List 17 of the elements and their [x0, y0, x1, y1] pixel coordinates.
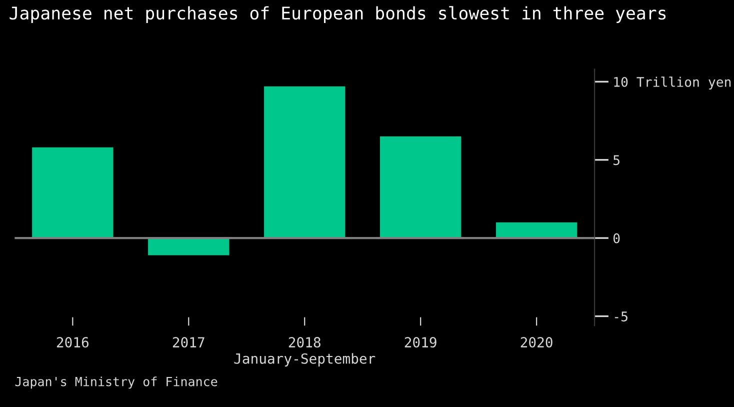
bar — [32, 147, 114, 238]
y-tick-label: 0 — [613, 233, 620, 244]
x-tick-label: 2016 — [56, 337, 88, 348]
chart-title: Japanese net purchases of European bonds slowest in three years — [10, 6, 666, 23]
y-tick-label: -5 — [614, 312, 628, 322]
bar — [264, 86, 346, 238]
x-tick-label: 2018 — [288, 337, 320, 348]
x-tick-label: 2019 — [404, 337, 436, 348]
x-axis-title: January-September — [234, 353, 376, 367]
y-tick-label: 5 — [614, 155, 620, 166]
text: Japan's Ministry of Finance — [15, 376, 218, 389]
bar — [380, 136, 462, 238]
y-tick-label: 10 Trillion yen — [614, 76, 731, 90]
x-tick-label: 2017 — [172, 337, 204, 348]
bar — [496, 222, 578, 238]
x-tick-label: 2020 — [520, 337, 552, 348]
bar — [148, 238, 230, 256]
